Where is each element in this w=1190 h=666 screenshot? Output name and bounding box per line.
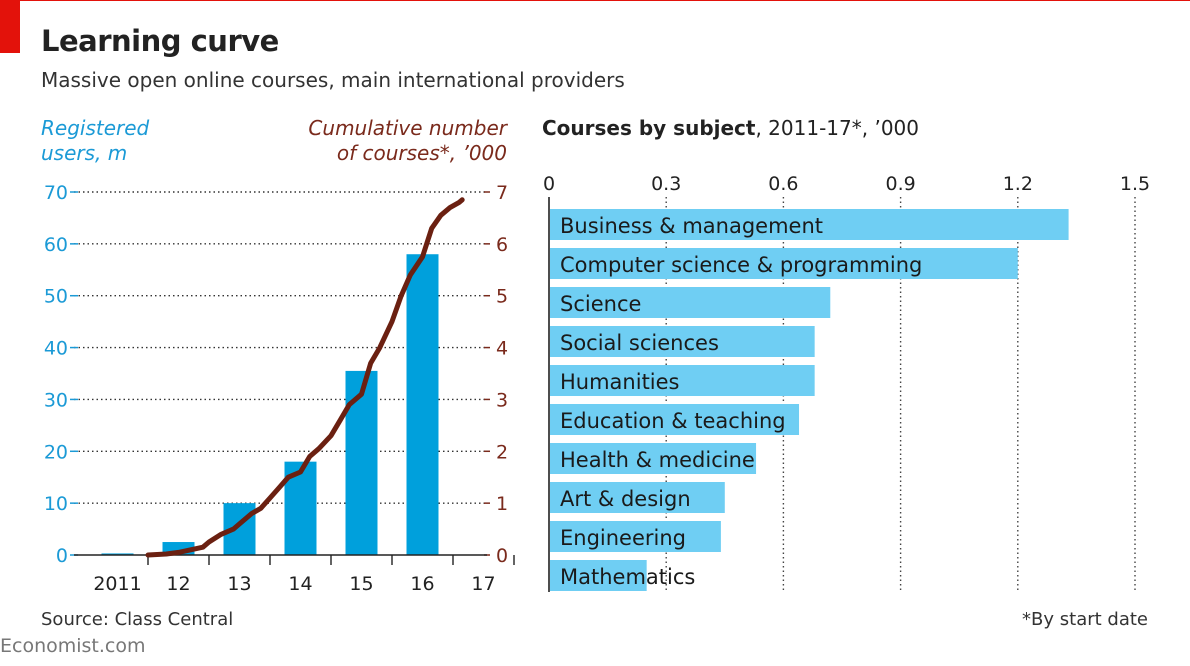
left-tick-label: 0 bbox=[56, 545, 68, 567]
source-note: Source: Class Central bbox=[41, 609, 234, 630]
right-tick-label: 5 bbox=[496, 286, 508, 308]
subject-chart-title-bold: Courses by subject bbox=[542, 116, 756, 140]
right-axis-title-line2: of courses*, ’000 bbox=[336, 141, 507, 165]
right-tick-label: 2 bbox=[496, 441, 508, 463]
footnote: *By start date bbox=[1022, 609, 1148, 630]
subject-bar-label: Computer science & programming bbox=[560, 253, 922, 277]
year-tick-label: 16 bbox=[410, 573, 434, 595]
subject-bar-label: Business & management bbox=[560, 214, 823, 238]
right-tick-label: 0 bbox=[496, 545, 508, 567]
subject-bar bbox=[550, 326, 815, 357]
left-axis-title-line1: Registered bbox=[41, 116, 150, 140]
year-tick-label: 12 bbox=[166, 573, 190, 595]
subject-bar bbox=[550, 287, 831, 318]
left-tick-label: 50 bbox=[44, 286, 68, 308]
left-tick-label: 40 bbox=[44, 338, 68, 360]
subject-tick-label: 0 bbox=[543, 173, 555, 195]
right-tick-label: 4 bbox=[496, 338, 508, 360]
subject-bar-label: Engineering bbox=[560, 526, 686, 550]
right-tick-label: 3 bbox=[496, 389, 508, 411]
left-tick-label: 70 bbox=[44, 182, 68, 204]
subject-tick-label: 0.6 bbox=[768, 173, 798, 195]
subject-tick-label: 0.3 bbox=[651, 173, 681, 195]
subject-bar bbox=[550, 209, 1069, 240]
subject-tick-label: 1.5 bbox=[1120, 173, 1150, 195]
subject-chart-title-rest: , 2011-17*, ’000 bbox=[755, 116, 919, 140]
subject-bar bbox=[550, 404, 800, 435]
right-axis-title: Cumulative number of courses*, ’000 bbox=[308, 116, 507, 166]
left-tick-label: 60 bbox=[44, 234, 68, 256]
subject-bar bbox=[550, 521, 721, 552]
left-axis-title-line2: users, m bbox=[41, 141, 128, 165]
right-tick-label: 1 bbox=[496, 493, 508, 515]
subject-tick-label: 1.2 bbox=[1003, 173, 1033, 195]
brand-logo-text: Economist.com bbox=[0, 635, 146, 657]
subject-bar bbox=[550, 560, 647, 591]
year-tick-label: 13 bbox=[227, 573, 251, 595]
subject-bar-label: Health & medicine bbox=[560, 448, 755, 472]
left-axis-title: Registered users, m bbox=[41, 116, 149, 166]
year-tick-label: 14 bbox=[288, 573, 312, 595]
subject-bar-label: Education & teaching bbox=[560, 409, 786, 433]
subject-bar bbox=[550, 482, 725, 513]
subject-bar bbox=[550, 365, 815, 396]
chart-title: Learning curve bbox=[41, 24, 279, 58]
subject-bar-label: Art & design bbox=[560, 487, 691, 511]
subject-bar-label: Science bbox=[560, 292, 641, 316]
subject-bar bbox=[550, 248, 1018, 279]
users-bar bbox=[406, 254, 439, 555]
right-tick-label: 7 bbox=[496, 182, 508, 204]
left-tick-label: 20 bbox=[44, 441, 68, 463]
top-rule bbox=[0, 0, 1190, 1]
subject-bar-label: Social sciences bbox=[560, 331, 719, 355]
year-tick-label: 17 bbox=[471, 573, 495, 595]
subject-chart-title: Courses by subject, 2011-17*, ’000 bbox=[542, 116, 919, 140]
subject-tick-label: 0.9 bbox=[885, 173, 915, 195]
right-tick-label: 6 bbox=[496, 234, 508, 256]
courses-line bbox=[145, 197, 465, 558]
users-bar bbox=[345, 370, 378, 555]
year-tick-label: 2011 bbox=[93, 573, 141, 595]
chart-subtitle: Massive open online courses, main intern… bbox=[41, 68, 625, 92]
left-tick-label: 10 bbox=[44, 493, 68, 515]
red-tag bbox=[0, 0, 20, 53]
left-tick-label: 30 bbox=[44, 389, 68, 411]
subject-bar-label: Humanities bbox=[560, 370, 680, 394]
subject-bar bbox=[550, 443, 757, 474]
right-axis-title-line1: Cumulative number bbox=[308, 116, 507, 140]
subject-bar-label: Mathematics bbox=[560, 565, 695, 589]
year-tick-label: 15 bbox=[349, 573, 373, 595]
